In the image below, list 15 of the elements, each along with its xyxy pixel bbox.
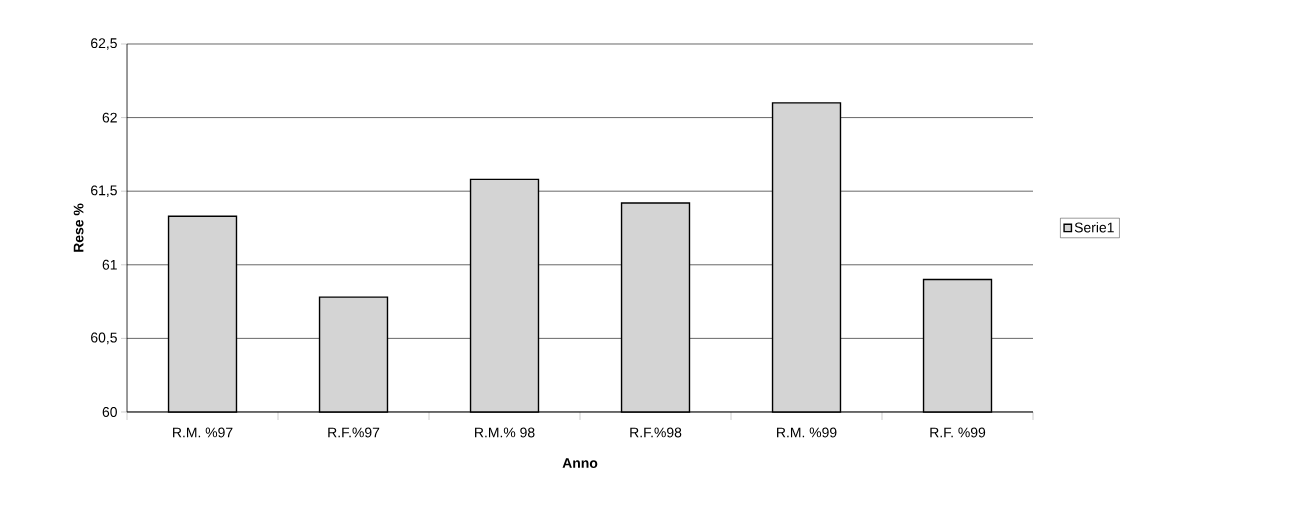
- y-tick-label: 60,5: [91, 332, 117, 345]
- x-tick-label: R.F.%97: [328, 427, 380, 438]
- y-axis-title: Rese %: [73, 203, 84, 252]
- x-tick-label: R.F. %99: [930, 427, 986, 438]
- y-tick-label: 62,5: [91, 38, 117, 50]
- legend-label: Serie1: [1074, 222, 1114, 233]
- x-tick-label: R.M. %99: [777, 427, 837, 438]
- x-tick-label: R.F.%98: [630, 427, 682, 438]
- x-axis-title: Anno: [562, 458, 598, 468]
- x-tick-label: R.M.% 98: [475, 427, 535, 438]
- x-tick-label: R.M. %97: [173, 427, 233, 438]
- y-tick-label: 62: [102, 112, 117, 123]
- y-tick-label: 61: [102, 259, 117, 270]
- y-tick-label: 61,5: [91, 185, 117, 197]
- y-tick-label: 60: [102, 407, 117, 417]
